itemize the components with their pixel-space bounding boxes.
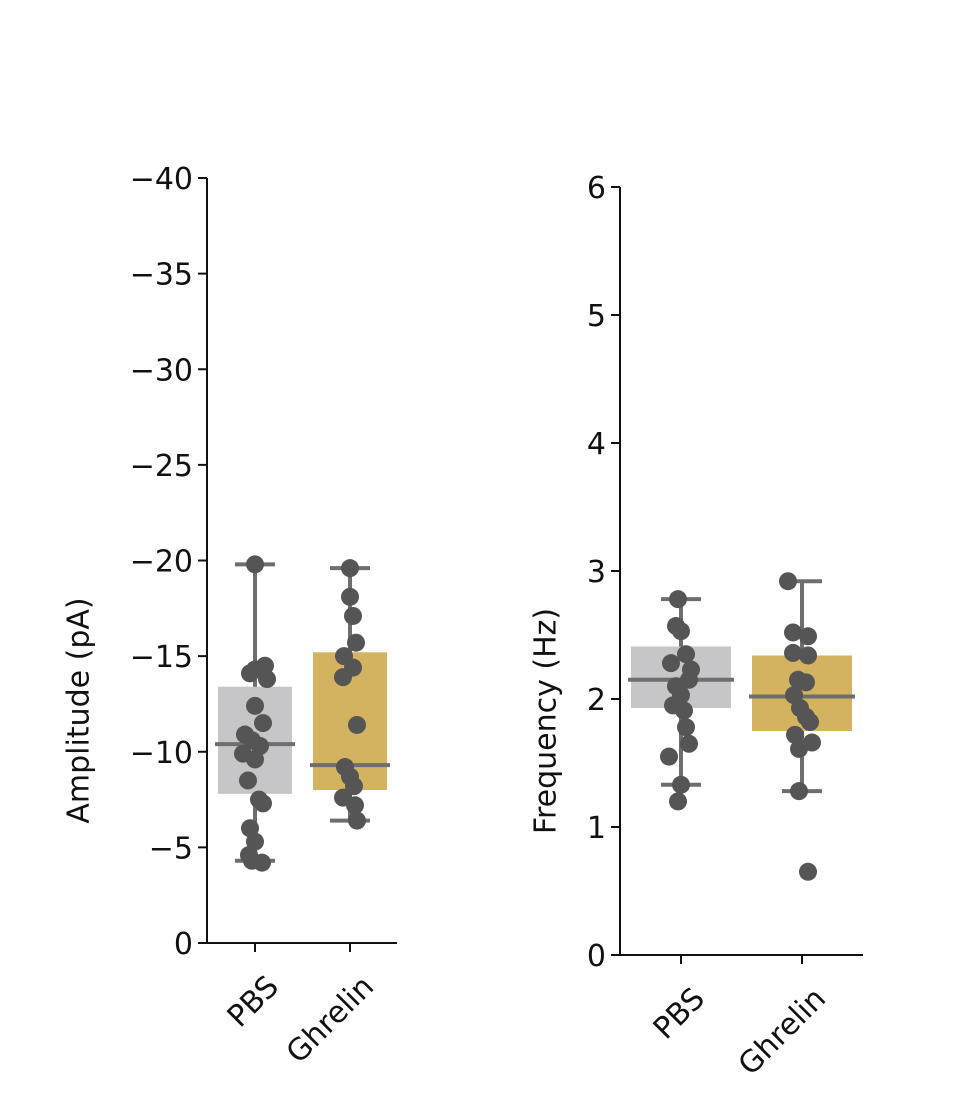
x-tick-label-ghrelin: Ghrelin <box>280 969 381 1070</box>
data-point <box>662 654 680 673</box>
y-tick-label: 3 <box>587 555 606 590</box>
data-point <box>790 782 808 801</box>
data-point <box>799 646 817 665</box>
data-point <box>672 775 690 794</box>
data-point <box>344 606 362 625</box>
amplitude-panel: 0 −5 −10 −15 −20 −25 −30 −35 −40 Amplitude (pA) PB… <box>62 162 397 1070</box>
data-point <box>246 696 264 715</box>
data-point <box>799 627 817 646</box>
y-tick-label: 0 <box>587 939 606 974</box>
x-tick-label-pbs: PBS <box>647 981 712 1046</box>
data-point <box>345 777 363 796</box>
data-point <box>669 792 687 811</box>
data-point <box>258 670 276 689</box>
y-tick-label: 5 <box>587 299 606 334</box>
data-point <box>779 572 797 591</box>
y-tick-label: −30 <box>130 353 193 388</box>
y-tick-label: −15 <box>130 640 193 675</box>
data-point <box>246 750 264 769</box>
data-point <box>675 701 693 720</box>
data-point <box>241 664 259 683</box>
data-point <box>784 623 802 642</box>
data-point <box>677 718 695 737</box>
data-point <box>246 832 264 851</box>
data-point <box>346 796 364 815</box>
data-point <box>334 668 352 687</box>
data-point <box>669 590 687 609</box>
data-point <box>786 725 804 744</box>
frequency-panel: 0 1 2 3 4 5 6 Frequency (Hz) PBS Ghrelin <box>529 171 863 1082</box>
y-tick-label: 4 <box>587 427 606 462</box>
data-point <box>672 622 690 641</box>
data-point <box>680 734 698 753</box>
data-point <box>341 559 359 578</box>
y-tick-label: 1 <box>587 811 606 846</box>
data-point <box>254 794 272 813</box>
data-point <box>797 673 815 692</box>
data-point <box>246 555 264 574</box>
data-point <box>801 713 819 732</box>
x-tick-label-pbs: PBS <box>221 969 286 1034</box>
y-tick-label: 0 <box>174 927 193 962</box>
data-point <box>348 715 366 734</box>
y-tick-label: −25 <box>130 449 193 484</box>
data-point <box>799 862 817 881</box>
data-point <box>239 771 257 790</box>
y-tick-label: −10 <box>130 736 193 771</box>
data-point <box>790 739 808 758</box>
y-tick-label: −40 <box>130 162 193 197</box>
data-point <box>341 587 359 606</box>
data-point <box>784 643 802 662</box>
data-point <box>348 811 366 830</box>
data-point <box>253 853 271 872</box>
y-axis-label: Frequency (Hz) <box>529 608 564 834</box>
data-point <box>347 633 365 652</box>
data-point <box>660 747 678 766</box>
y-tick-label: 2 <box>587 683 606 718</box>
x-tick-label-ghrelin: Ghrelin <box>732 981 833 1082</box>
y-tick-label: −20 <box>130 545 193 580</box>
data-point <box>677 645 695 664</box>
data-point <box>254 714 272 733</box>
y-axis-label: Amplitude (pA) <box>62 597 97 823</box>
y-tick-label: 6 <box>587 171 606 206</box>
y-tick-label: −35 <box>130 258 193 293</box>
y-tick-label: −5 <box>149 831 193 866</box>
